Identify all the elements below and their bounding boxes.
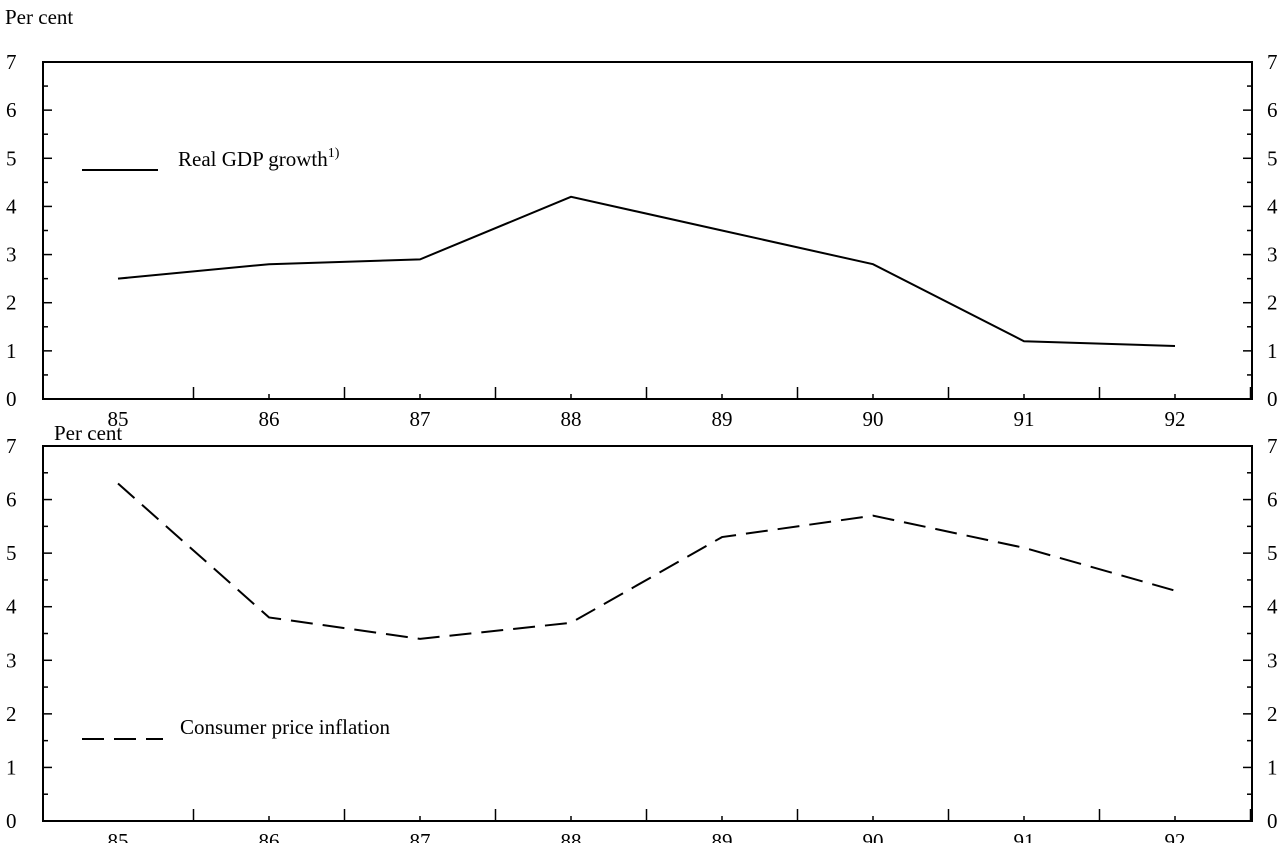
- x-tick-label: 85: [108, 829, 129, 843]
- y-tick-label-right: 2: [1267, 702, 1278, 726]
- series-line-real-gdp-growth: [118, 197, 1175, 346]
- x-tick-label: 87: [410, 829, 431, 843]
- series-layer: [118, 483, 1175, 638]
- y-tick-label-right: 4: [1267, 194, 1278, 218]
- consumer-price-inflation-panel: Per cent 0 0 1 1 2 2 3 3 4 4 5 5 6 6 7 7 85 86 87 88 89 90 91 9…: [6, 421, 1278, 843]
- legend-label-real-gdp-growth: Real GDP growth1): [178, 146, 340, 171]
- y-tick-label-left: 6: [6, 98, 17, 122]
- x-tick-label: 90: [863, 829, 884, 843]
- y-tick-label-left: 4: [6, 194, 17, 218]
- y-tick-label-right: 4: [1267, 595, 1278, 619]
- y-tick-label-right: 3: [1267, 243, 1278, 267]
- y-tick-label-right: 6: [1267, 488, 1278, 512]
- y-tick-label-right: 5: [1267, 146, 1278, 170]
- y-tick-label-left: 6: [6, 488, 17, 512]
- x-tick-label: 88: [561, 829, 582, 843]
- y-tick-label-left: 3: [6, 648, 17, 672]
- x-tick-label: 86: [259, 407, 280, 431]
- x-tick-label: 89: [712, 829, 733, 843]
- y-tick-label-right: 5: [1267, 541, 1278, 565]
- y-tick-label-left: 2: [6, 702, 17, 726]
- y-axis-label: Per cent: [5, 5, 73, 29]
- y-tick-label-right: 1: [1267, 755, 1278, 779]
- y-tick-label-left: 7: [6, 434, 17, 458]
- legend: Consumer price inflation: [82, 715, 390, 739]
- y-tick-label-right: 0: [1267, 809, 1278, 833]
- legend: Real GDP growth1): [82, 146, 340, 171]
- x-tick-label: 91: [1014, 829, 1035, 843]
- x-tick-label: 88: [561, 407, 582, 431]
- y-tick-label-left: 5: [6, 146, 17, 170]
- x-tick-label: 87: [410, 407, 431, 431]
- plot-frame: [43, 446, 1252, 821]
- y-tick-label-right: 1: [1267, 339, 1278, 363]
- x-tick-label: 92: [1165, 407, 1186, 431]
- x-tick-label: 92: [1165, 829, 1186, 843]
- series-line-consumer-price-inflation: [118, 484, 1175, 639]
- y-tick-label-right: 7: [1267, 50, 1278, 74]
- y-tick-label-left: 5: [6, 541, 17, 565]
- y-tick-label-left: 0: [6, 387, 17, 411]
- gdp-growth-panel: Per cent 0 01 12 23 34 45 56 67 785 86 87 88 89 90 91 9…: [5, 5, 1278, 431]
- y-tick-label-right: 6: [1267, 98, 1278, 122]
- y-axis-label: Per cent: [54, 421, 122, 445]
- y-tick-label-left: 2: [6, 291, 17, 315]
- x-tick-label: 86: [259, 829, 280, 843]
- y-tick-label-right: 7: [1267, 434, 1278, 458]
- y-tick-label-left: 4: [6, 595, 17, 619]
- axes: 0 0 1 1 2 2 3 3 4 4 5 5 6 6 7 7 85 86 87 88 89 90 91 92: [6, 434, 1278, 843]
- y-tick-label-right: 0: [1267, 387, 1278, 411]
- series-layer: [118, 197, 1175, 346]
- y-tick-label-left: 1: [6, 755, 17, 779]
- plot-frame: [43, 62, 1252, 399]
- footnote-marker: 1): [328, 146, 340, 161]
- y-tick-label-right: 2: [1267, 291, 1278, 315]
- y-tick-label-left: 3: [6, 243, 17, 267]
- y-tick-label-left: 1: [6, 339, 17, 363]
- y-tick-label-left: 7: [6, 50, 17, 74]
- x-tick-label: 91: [1014, 407, 1035, 431]
- axes: 0 01 12 23 34 45 56 67 785 86 87 88 89 90 91 92: [6, 50, 1278, 431]
- legend-label-consumer-price-inflation: Consumer price inflation: [180, 715, 390, 739]
- x-tick-label: 89: [712, 407, 733, 431]
- y-tick-label-right: 3: [1267, 648, 1278, 672]
- x-tick-label: 90: [863, 407, 884, 431]
- y-tick-label-left: 0: [6, 809, 17, 833]
